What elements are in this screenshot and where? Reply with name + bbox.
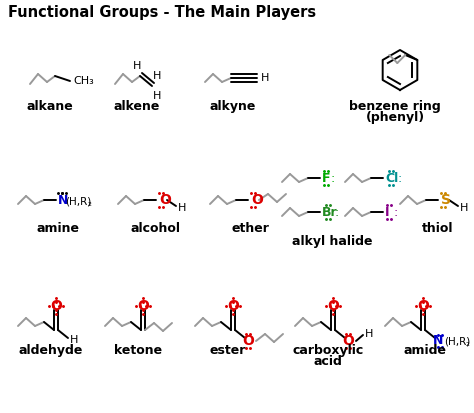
Text: alcohol: alcohol <box>131 222 181 235</box>
Text: :: : <box>335 206 339 218</box>
Text: :: : <box>394 206 398 218</box>
Text: S: S <box>441 193 451 207</box>
Text: thiol: thiol <box>422 222 454 235</box>
Text: O: O <box>227 299 239 313</box>
Text: O: O <box>327 299 339 313</box>
Text: H: H <box>261 73 269 83</box>
Text: F: F <box>322 171 330 185</box>
Text: H: H <box>153 71 161 81</box>
Text: Cl: Cl <box>385 171 398 185</box>
Text: I: I <box>385 206 390 218</box>
Text: H: H <box>133 61 141 71</box>
Text: (phenyl): (phenyl) <box>365 111 425 124</box>
Text: O: O <box>417 299 429 313</box>
Text: O: O <box>159 193 171 207</box>
Text: O: O <box>242 334 254 348</box>
Text: H: H <box>70 335 78 345</box>
Text: Functional Groups - The Main Players: Functional Groups - The Main Players <box>8 5 316 20</box>
Text: :: : <box>398 171 402 185</box>
Text: alkane: alkane <box>27 100 73 113</box>
Text: ₂: ₂ <box>88 198 92 208</box>
Text: carboxylic: carboxylic <box>292 344 364 357</box>
Text: H: H <box>460 203 468 213</box>
Text: ether: ether <box>231 222 269 235</box>
Text: O: O <box>342 334 354 348</box>
Text: ₂: ₂ <box>466 338 470 348</box>
Text: ketone: ketone <box>114 344 162 357</box>
Text: aldehyde: aldehyde <box>19 344 83 357</box>
Text: N: N <box>58 194 68 206</box>
Text: O: O <box>50 299 62 313</box>
Text: N: N <box>433 335 443 347</box>
Text: amide: amide <box>403 344 447 357</box>
Text: ester: ester <box>210 344 246 357</box>
Text: (H,R): (H,R) <box>65 196 91 206</box>
Text: O: O <box>251 193 263 207</box>
Text: alkyl halide: alkyl halide <box>292 235 372 248</box>
Text: benzene ring: benzene ring <box>349 100 441 113</box>
Text: (H,R): (H,R) <box>444 336 470 346</box>
Text: Br: Br <box>322 206 337 218</box>
Text: O: O <box>137 299 149 313</box>
Text: amine: amine <box>36 222 80 235</box>
Text: H: H <box>153 91 161 101</box>
Text: alkene: alkene <box>114 100 160 113</box>
Text: CH₃: CH₃ <box>73 76 94 86</box>
Text: acid: acid <box>314 355 342 368</box>
Text: alkyne: alkyne <box>210 100 256 113</box>
Text: H: H <box>365 329 374 339</box>
Text: H: H <box>178 203 186 213</box>
Text: :: : <box>331 171 335 185</box>
